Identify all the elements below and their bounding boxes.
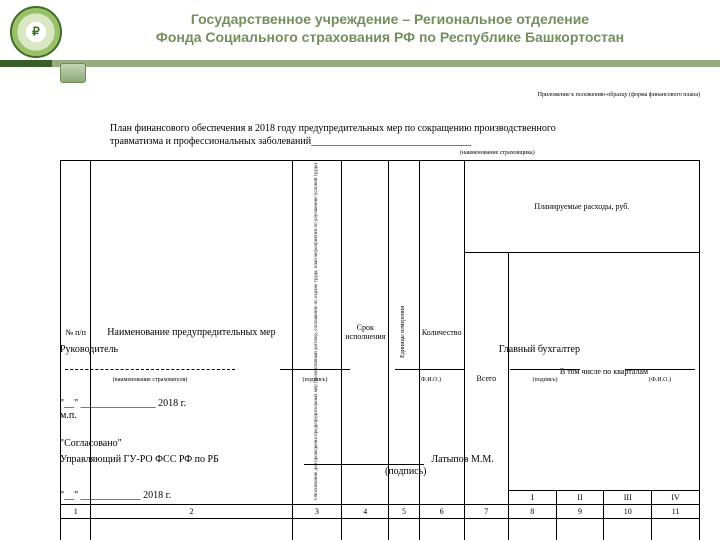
col-no: № п/п (61, 161, 91, 505)
body-total (464, 518, 508, 540)
body-q1 (508, 518, 556, 540)
approver-name: Латыпов М.М. (431, 454, 493, 465)
cap-sign2: (подпись) (533, 377, 558, 383)
col-unit: Единицы измерения (389, 161, 419, 505)
approver-row: Управляющий ГУ-РО ФСС РФ по РБ Латыпов М… (60, 454, 700, 465)
num-10: 10 (604, 504, 652, 518)
cap-sign3: (подпись) (385, 466, 427, 477)
signatures: Руководитель Главный бухгалтер (наименов… (60, 344, 700, 384)
sig-fio1-cell: (Ф.И.О.) (390, 359, 470, 384)
sig-sign2-line (510, 359, 580, 370)
date-1: "__" _______________ 2018 г. (60, 398, 700, 409)
sig-fio1-line (395, 359, 465, 370)
body-q2 (556, 518, 604, 540)
org-logo (10, 6, 62, 58)
sig-name-cell: (наименование страхователя) (60, 359, 240, 384)
col-qty: Количество (419, 161, 464, 505)
page: Государственное учреждение – Регионально… (0, 0, 720, 540)
plan-title-line-1: План финансового обеспечения в 2018 году… (110, 123, 556, 134)
approver-sign-line (304, 454, 424, 465)
sig-sign1-line (280, 359, 350, 370)
num-8: 8 (508, 504, 556, 518)
date-2: "__" ____________ 2018 г. (60, 490, 700, 501)
employer-caption: (наименование страховщика) (460, 150, 535, 156)
col-planned: Планируемые расходы, руб. (464, 161, 699, 253)
role-director: Руководитель (60, 344, 118, 355)
num-1: 1 (61, 504, 91, 518)
table-body-row: 1 (61, 518, 700, 540)
header-stripe-knob (60, 63, 86, 83)
num-7: 7 (464, 504, 508, 518)
body-q4 (652, 518, 700, 540)
body-basis (292, 518, 342, 540)
sig-name-line (65, 359, 235, 370)
plan-title-line-2: травматизма и профессиональных заболеван… (110, 136, 471, 147)
header: Государственное учреждение – Регионально… (70, 10, 710, 46)
num-9: 9 (556, 504, 604, 518)
header-line-1: Государственное учреждение – Регионально… (70, 10, 710, 28)
sig-fio2-cell: (Ф.И.О.) (620, 359, 700, 384)
cap-fio2: (Ф.И.О.) (649, 377, 671, 383)
body-q3 (604, 518, 652, 540)
plan-title: План финансового обеспечения в 2018 году… (110, 122, 690, 148)
col-name: Наименование предупредительных мер (91, 161, 292, 505)
sig-fio2-line (625, 359, 695, 370)
header-stripe (0, 60, 720, 67)
num-6: 6 (419, 504, 464, 518)
sig-lines-row: (наименование страхователя) (подпись) (Ф… (60, 359, 700, 384)
appendix-note: Приложение к положению-образцу (форма фи… (538, 92, 700, 98)
cap-fio1: (Ф.И.О.) (419, 377, 441, 383)
sig-roles-row: Руководитель Главный бухгалтер (60, 344, 700, 355)
cap-sign1: (подпись) (303, 377, 328, 383)
body-qty (419, 518, 464, 540)
approver-title: Управляющий ГУ-РО ФСС РФ по РБ (60, 454, 219, 465)
body-unit (389, 518, 419, 540)
num-4: 4 (342, 504, 389, 518)
num-5: 5 (389, 504, 419, 518)
num-3: 3 (292, 504, 342, 518)
header-line-2: Фонда Социального страхования РФ по Респ… (70, 28, 710, 46)
sig-sign1-cell: (подпись) (275, 359, 355, 384)
col-deadline: Срок исполнения (342, 161, 389, 505)
body-name (91, 518, 292, 540)
body-no: 1 (61, 518, 91, 540)
table-header-row-1: № п/п Наименование предупредительных мер… (61, 161, 700, 253)
col-basis: Обоснование для проведения предупредител… (292, 161, 342, 505)
body-deadline (342, 518, 389, 540)
role-accountant: Главный бухгалтер (499, 344, 580, 355)
num-11: 11 (652, 504, 700, 518)
sig-sign2-cell: (подпись) (505, 359, 585, 384)
table-number-row: 1 2 3 4 5 6 7 8 9 10 11 (61, 504, 700, 518)
approved-label: "Согласовано" (60, 438, 700, 449)
mp: м.п. (60, 410, 700, 421)
num-2: 2 (91, 504, 292, 518)
cap-name: (наименование страхователя) (113, 377, 188, 383)
